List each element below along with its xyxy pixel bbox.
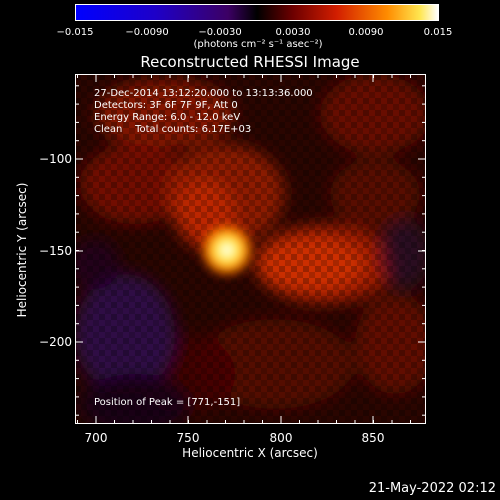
y-tick-label: −150: [39, 244, 72, 258]
y-tick-label: −200: [39, 335, 72, 349]
rhessi-image: [75, 74, 426, 424]
colorbar-tick: 0.0030: [275, 27, 311, 38]
annotation-time-range: 27-Dec-2014 13:12:20.000 to 13:13:36.000: [94, 88, 313, 99]
annotation-peak-position: Position of Peak = [771,-151]: [94, 397, 241, 408]
colorbar-tick: 0.0090: [348, 27, 384, 38]
annotation-clean-counts: Clean Total counts: 6.17E+03: [94, 124, 252, 135]
axis-ticks: [75, 74, 426, 424]
plot-frame: [75, 74, 426, 424]
date-stamp: 21-May-2022 02:12: [368, 481, 496, 496]
x-tick-label: 800: [269, 431, 293, 445]
colorbar-tick: 0.015: [423, 27, 453, 38]
annotation-energy: Energy Range: 6.0 - 12.0 keV: [94, 112, 241, 123]
colorbar: [75, 4, 439, 21]
colorbar-tick: −0.015: [56, 27, 94, 38]
x-tick-label: 750: [176, 431, 200, 445]
y-tick-label: −100: [39, 152, 72, 166]
colorbar-gradient: [76, 5, 438, 20]
minor-ticks: [75, 74, 426, 424]
y-axis-label: Heliocentric Y (arcsec): [15, 182, 29, 318]
x-axis-label: Heliocentric X (arcsec): [182, 446, 318, 460]
rhessi-image-render: [75, 74, 426, 424]
x-tick-label: 700: [84, 431, 108, 445]
annotation-detectors: Detectors: 3F 6F 7F 9F, Att 0: [94, 100, 238, 111]
colorbar-tick: −0.0030: [198, 27, 242, 38]
colorbar-units: (photons cm⁻² s⁻¹ asec⁻²): [193, 39, 323, 50]
x-tick-label: 850: [361, 431, 385, 445]
colorbar-tick: −0.0090: [125, 27, 169, 38]
image-title: Reconstructed RHESSI Image: [140, 53, 360, 71]
